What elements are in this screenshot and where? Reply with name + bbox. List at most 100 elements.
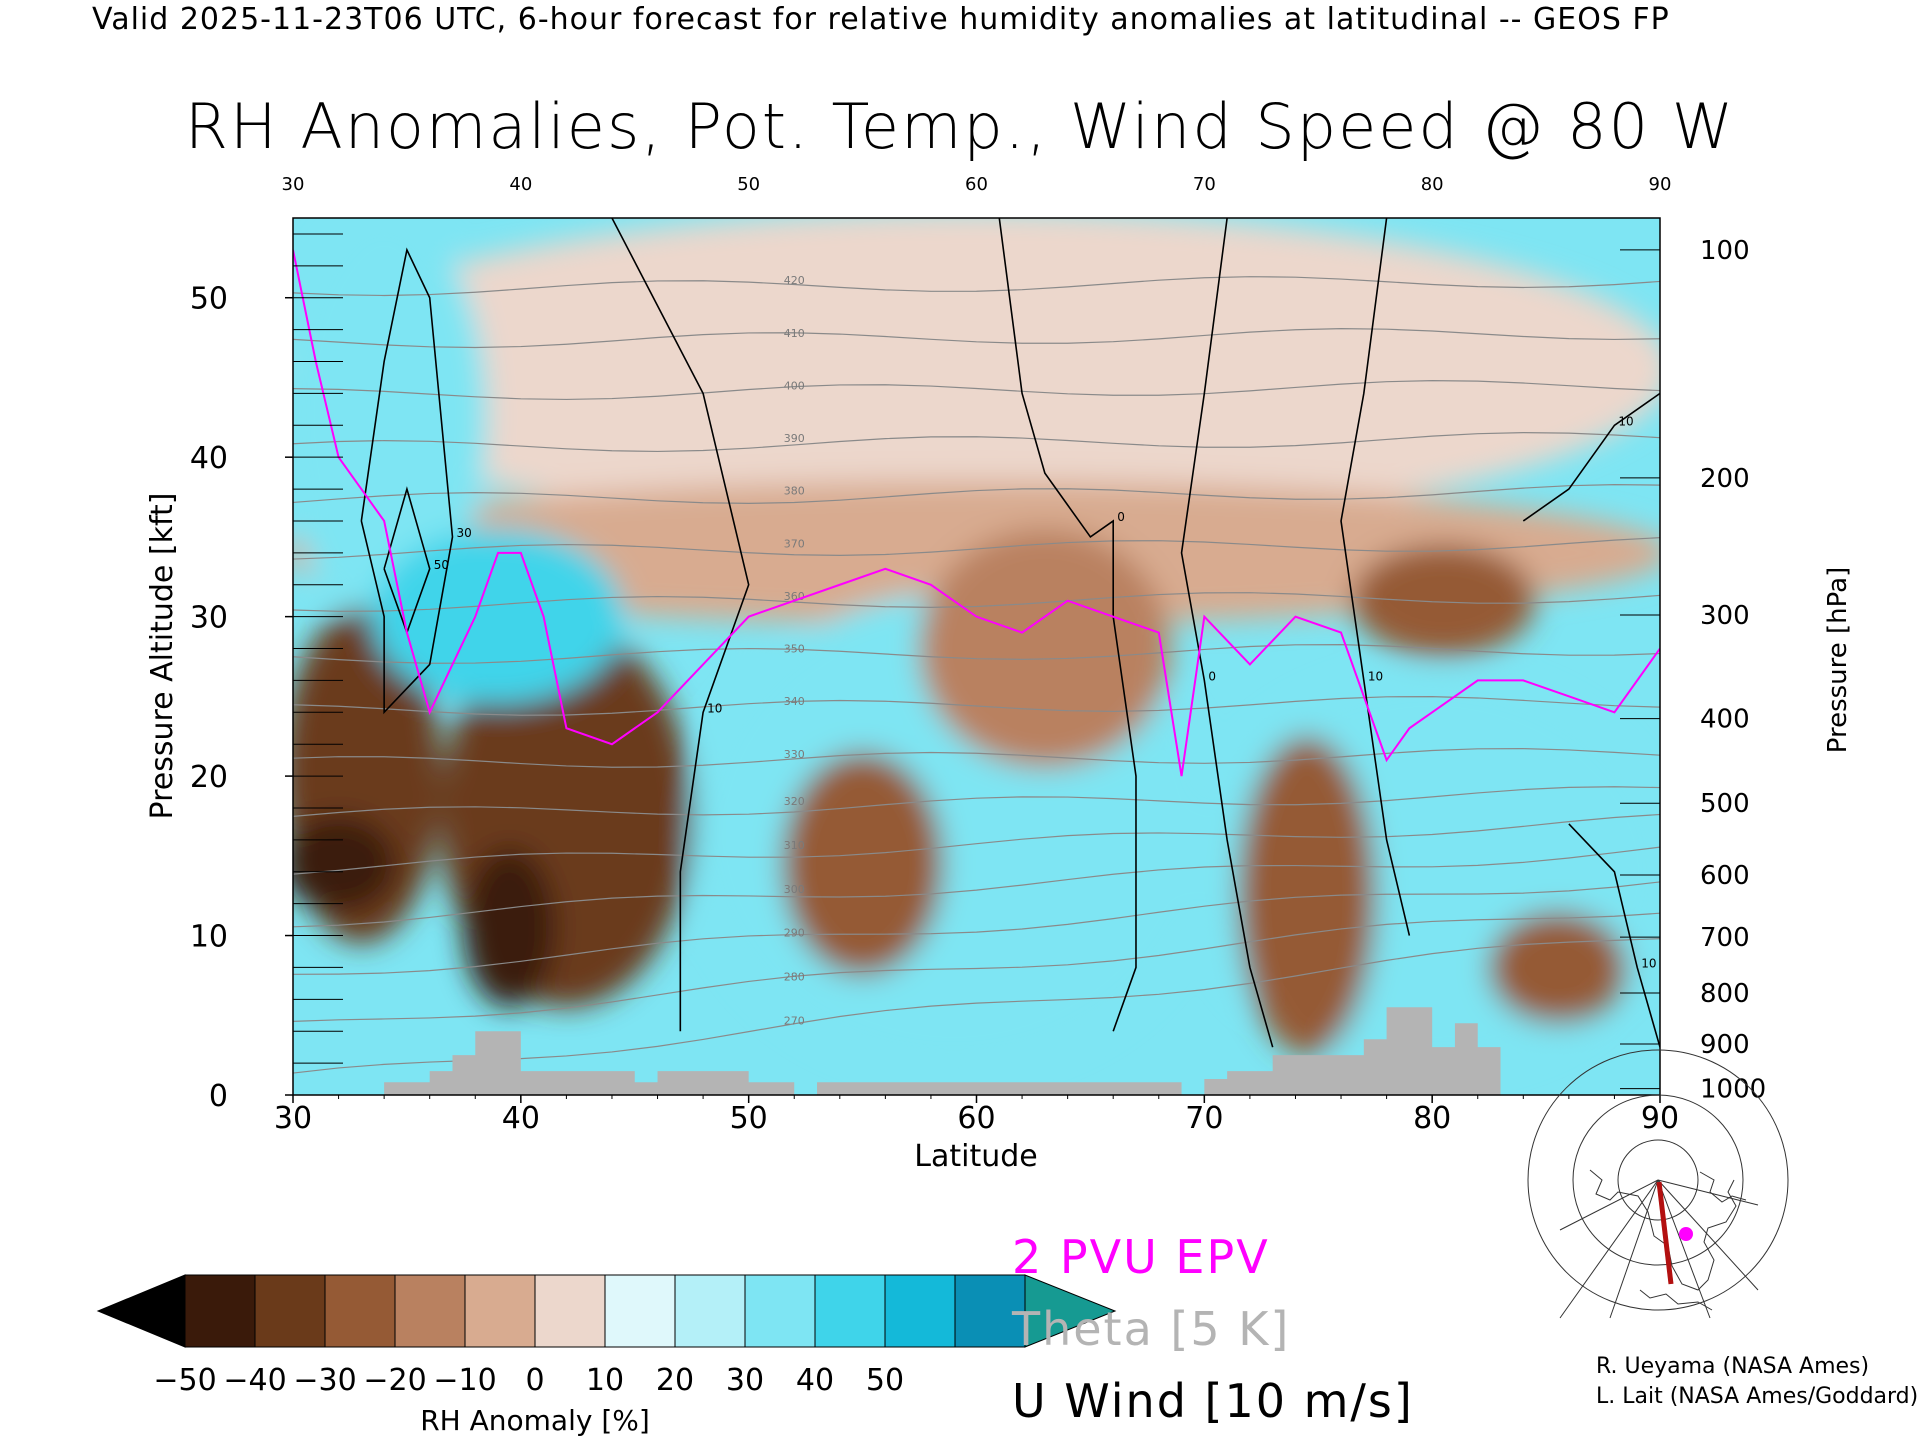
theta-line <box>293 786 1660 817</box>
u-wind-contour <box>611 218 750 1032</box>
x-top-tick-label: 50 <box>737 174 760 195</box>
u-wind-label: 30 <box>456 526 471 540</box>
x-axis-label: Latitude <box>914 1139 1037 1174</box>
theta-label: 380 <box>784 485 805 498</box>
pressure-tick-label: 300 <box>1700 601 1750 631</box>
theta-label: 400 <box>784 379 805 392</box>
theta-line <box>293 881 1660 975</box>
colorbar-tick-label: −30 <box>293 1363 356 1398</box>
theta-label: 310 <box>784 839 805 852</box>
u-wind-contour <box>1180 218 1274 1048</box>
pressure-tick-label: 800 <box>1700 979 1750 1009</box>
colorbar-swatch <box>254 1274 326 1348</box>
u-wind-label: 0 <box>1208 669 1216 683</box>
pressure-tick-label: 400 <box>1700 705 1750 735</box>
colorbar-tick-label: 20 <box>656 1363 694 1398</box>
epv-polyline <box>293 249 1660 777</box>
x-top-tick-label: 90 <box>1649 174 1672 195</box>
x-top-tick-label: 80 <box>1421 174 1444 195</box>
y-tick-label: 20 <box>190 760 228 795</box>
theta-line <box>293 380 1660 401</box>
colorbar-tick-label: 10 <box>586 1363 624 1398</box>
u-wind-label: 0 <box>1117 510 1125 524</box>
axes: 30 30 40 40 50 50 60 60 70 70 80 80 90 90 Latitude 0 10 2… <box>145 174 1853 1174</box>
theta-line <box>293 328 1660 349</box>
theta-label: 320 <box>784 795 805 808</box>
theta-line <box>293 484 1660 505</box>
rh-region <box>918 528 1171 769</box>
u-wind-contour <box>383 486 431 635</box>
theta-line <box>293 592 1660 612</box>
colorbar-label: RH Anomaly [%] <box>420 1404 650 1437</box>
x-top-tick-label: 40 <box>509 174 532 195</box>
theta-line <box>293 846 1660 928</box>
rh-region <box>1237 736 1376 1056</box>
colorbar-swatch <box>324 1274 396 1348</box>
header-text: Valid 2025-11-23T06 UTC, 6-hour forecast… <box>92 2 1670 37</box>
x-tick-label: 60 <box>957 1101 995 1136</box>
rh-region <box>293 218 488 625</box>
rh-region <box>1351 544 1536 657</box>
credit-line-2: L. Lait (NASA Ames/Goddard) <box>1596 1384 1919 1409</box>
theta-label: 280 <box>784 971 805 984</box>
u-wind-label: 50 <box>434 558 449 572</box>
colorbar-swatch <box>674 1274 746 1348</box>
x-top-tick-label: 60 <box>965 174 988 195</box>
colorbar-swatch <box>604 1274 676 1348</box>
x-tick-label: 80 <box>1413 1101 1451 1136</box>
theta-label: 300 <box>784 883 805 896</box>
colorbar-tick-label: −50 <box>153 1363 216 1398</box>
colorbar-swatch <box>954 1274 1026 1348</box>
u-wind-label: 10 <box>1618 414 1633 428</box>
colorbar-swatch <box>394 1274 466 1348</box>
x-tick-label: 30 <box>274 1101 312 1136</box>
u-wind-contour <box>1568 823 1660 1048</box>
colorbar-tick-label: 40 <box>796 1363 834 1398</box>
theta-label: 420 <box>784 274 805 287</box>
colorbar-tick-label: −20 <box>363 1363 426 1398</box>
legend-u-wind: U Wind [10 m/s] <box>1012 1374 1414 1428</box>
theta-label: 350 <box>784 643 805 656</box>
y2-axis-label: Pressure [hPa] <box>1823 567 1853 754</box>
colorbar-swatch <box>464 1274 536 1348</box>
colorbar-swatch <box>534 1274 606 1348</box>
chart-title: RH Anomalies, Pot. Temp., Wind Speed @ 8… <box>184 90 1736 163</box>
rh-anomaly-field <box>293 218 1660 1095</box>
theta-line <box>293 696 1660 716</box>
colorbar-tick-label: 50 <box>866 1363 904 1398</box>
location-map <box>1527 1049 1789 1319</box>
y-axis-label: Pressure Altitude [kft] <box>145 493 180 820</box>
credit-line-1: R. Ueyama (NASA Ames) <box>1596 1354 1870 1379</box>
y-tick-label: 0 <box>209 1079 228 1114</box>
rh-region <box>463 847 556 1008</box>
theta-label: 330 <box>784 748 805 761</box>
rh-region <box>782 752 943 976</box>
theta-label: 410 <box>784 327 805 340</box>
theta-label: 270 <box>784 1014 805 1027</box>
x-tick-label: 90 <box>1641 1101 1679 1136</box>
colorbar-tick-label: 0 <box>525 1363 544 1398</box>
theta-label: 370 <box>784 537 805 550</box>
rh-region <box>293 815 397 912</box>
rh-region <box>1488 911 1627 1024</box>
u-wind-contour <box>1340 218 1411 936</box>
y-tick-label: 10 <box>190 920 228 955</box>
u-wind-contour <box>998 218 1137 1032</box>
u-wind-label: 10 <box>707 701 722 715</box>
pressure-tick-label: 1000 <box>1700 1075 1766 1105</box>
colorbar-swatch <box>184 1274 256 1348</box>
topography <box>293 1007 1660 1095</box>
pressure-tick-label: 100 <box>1700 236 1750 266</box>
colorbar-swatch <box>814 1274 886 1348</box>
theta-label: 390 <box>784 432 805 445</box>
colorbar-tick-label: 30 <box>726 1363 764 1398</box>
theta-contours: 2702802903003103203303403503603703803904… <box>293 274 1660 1074</box>
u-wind-contour <box>360 247 454 715</box>
colorbar-swatch <box>744 1274 816 1348</box>
theta-line <box>293 644 1660 664</box>
colorbar-right-arrow <box>1024 1274 1117 1348</box>
colorbar-tick-label: −40 <box>223 1363 286 1398</box>
theta-label: 340 <box>784 695 805 708</box>
theta-line <box>293 912 1660 1022</box>
